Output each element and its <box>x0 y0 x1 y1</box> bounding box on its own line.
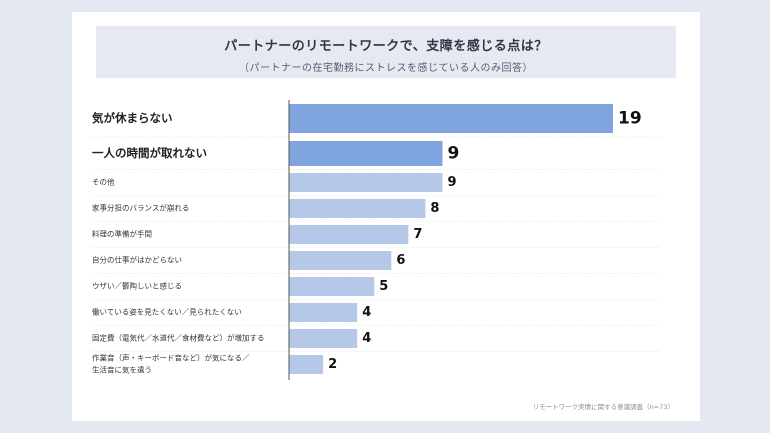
bar <box>289 303 358 322</box>
value-label: 4 <box>362 305 371 320</box>
category-label: 料理の準備が手間 <box>92 229 152 239</box>
category-label: 自分の仕事がはかどらない <box>92 255 182 265</box>
chart-subtitle: （パートナーの在宅勤務にストレスを感じている人のみ回答） <box>239 63 533 74</box>
value-label: 2 <box>328 357 337 372</box>
chart-card: パートナーのリモートワークで、支障を感じる点は？ （パートナーの在宅勤務にストレ… <box>72 12 700 421</box>
category-label: 家事分担のバランスが崩れる <box>92 203 189 213</box>
category-label: 気が休まらない <box>92 111 173 125</box>
source-note: リモートワーク実情に関する意識調査（n=73） <box>532 403 674 411</box>
bar <box>289 225 409 244</box>
bar <box>289 104 613 133</box>
category-label: ウザい／鬱陶しいと感じる <box>92 281 182 291</box>
category-label: 作業音（声・キーボード音など）が気になる／ <box>92 353 250 363</box>
value-label: 9 <box>447 144 459 164</box>
bar <box>289 277 375 296</box>
gridlines <box>92 136 660 352</box>
category-label: 働いている姿を見たくない／見られたくない <box>92 307 242 317</box>
bar <box>289 141 443 166</box>
bar <box>289 251 392 270</box>
value-label: 5 <box>379 279 388 294</box>
value-label: 6 <box>396 253 405 268</box>
value-label: 7 <box>413 227 422 242</box>
bar <box>289 329 358 348</box>
category-label: 生活音に気を遣う <box>92 365 152 375</box>
bar <box>289 173 443 192</box>
category-label: 固定費（電気代／水道代／食材費など）が増加する <box>92 333 265 343</box>
category-label: その他 <box>92 177 115 187</box>
bars <box>289 104 613 374</box>
chart-title: パートナーのリモートワークで、支障を感じる点は？ <box>224 39 548 54</box>
value-label: 19 <box>618 109 642 129</box>
value-label: 4 <box>362 331 371 346</box>
value-label: 8 <box>430 201 439 216</box>
bar <box>289 355 324 374</box>
bar <box>289 199 426 218</box>
category-label: 一人の時間が取れない <box>92 146 207 160</box>
category-labels: 気が休まらない一人の時間が取れないその他家事分担のバランスが崩れる料理の準備が手… <box>92 111 265 375</box>
chart-header: パートナーのリモートワークで、支障を感じる点は？ （パートナーの在宅勤務にストレ… <box>96 26 676 78</box>
value-label: 9 <box>447 175 456 190</box>
